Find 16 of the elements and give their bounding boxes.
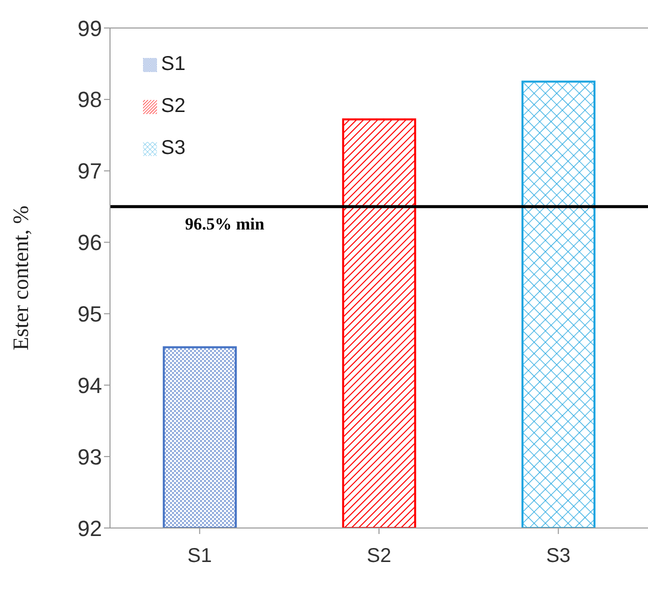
ref-line-label: 96.5% min [185, 214, 265, 234]
x-tick-label: S1 [187, 545, 212, 568]
y-tick-label: 93 [78, 444, 102, 470]
y-tick-label: 98 [78, 87, 102, 112]
y-tick-label: 96 [78, 230, 102, 256]
legend-label: S3 [161, 137, 186, 159]
y-tick-label: 95 [78, 302, 102, 327]
y-tick-label: 99 [78, 16, 102, 41]
y-tick-label: 94 [78, 372, 102, 398]
x-tick-label: S2 [366, 545, 392, 568]
legend-label: S1 [161, 53, 186, 75]
y-axis-title: Ester content, % [8, 206, 33, 350]
legend-label: S2 [161, 95, 186, 117]
y-tick-label: 97 [78, 158, 102, 184]
y-tick-label: 92 [78, 516, 102, 541]
x-tick-label: S3 [546, 545, 571, 568]
